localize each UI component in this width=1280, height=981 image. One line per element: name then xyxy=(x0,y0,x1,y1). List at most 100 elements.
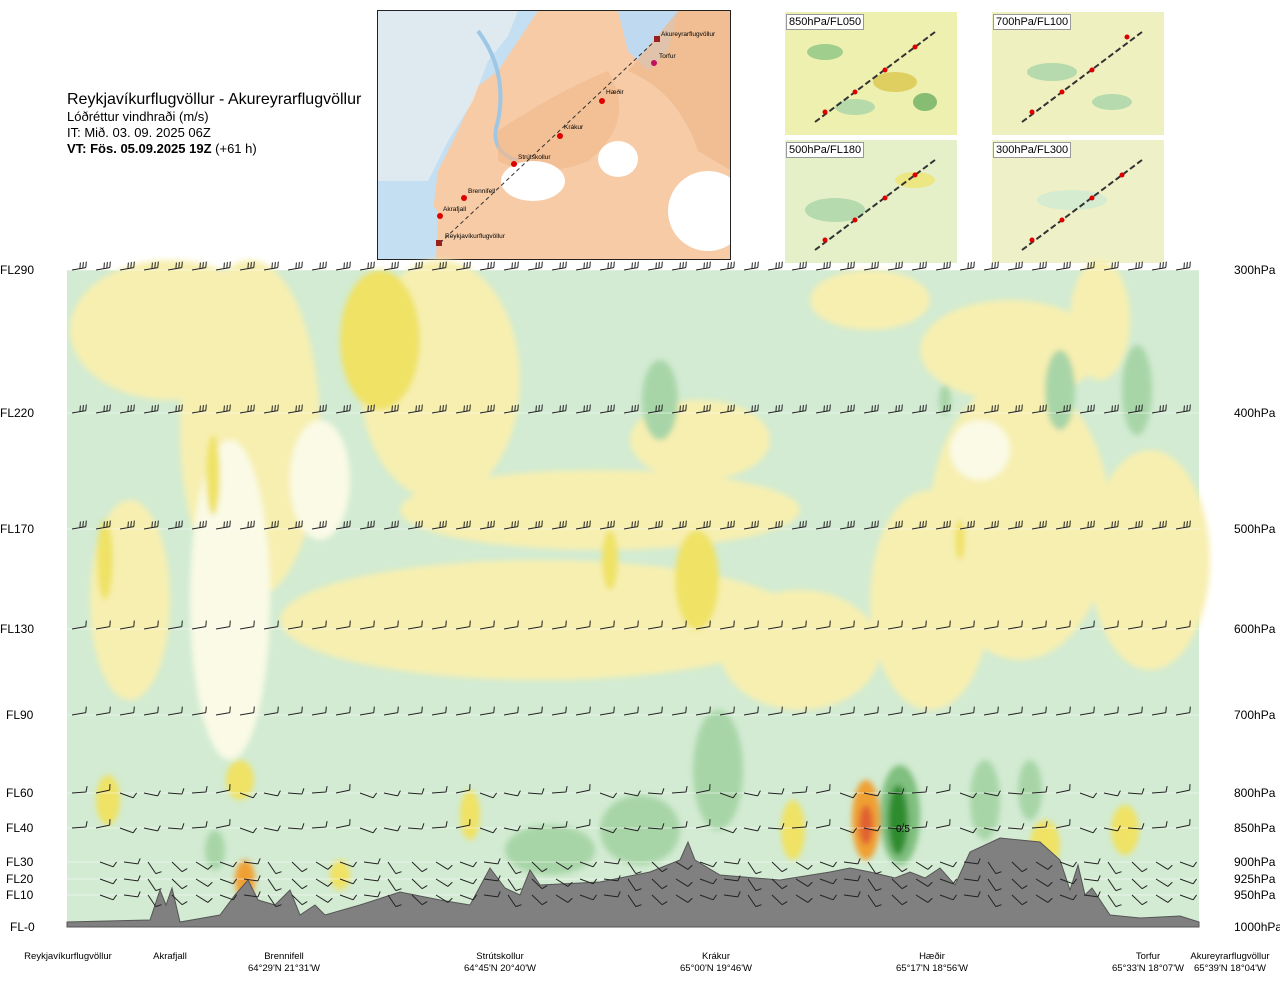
velocity-cell xyxy=(340,270,420,410)
wind-barb xyxy=(119,706,135,716)
wind-barb xyxy=(647,823,665,830)
wind-barb xyxy=(507,878,522,892)
wind-barb xyxy=(743,706,759,716)
wind-barb xyxy=(743,261,759,271)
wind-barb xyxy=(695,784,711,794)
wind-barb xyxy=(71,520,87,530)
wind-barb xyxy=(191,261,207,271)
wind-barb xyxy=(191,520,207,530)
wind-barb xyxy=(959,520,975,530)
wind-barb xyxy=(455,706,471,716)
wind-barb xyxy=(671,786,688,794)
station-coord: 65°17'N 18°56'W xyxy=(896,963,968,974)
wind-barb xyxy=(867,894,882,908)
wind-barb xyxy=(239,404,255,414)
wind-barb xyxy=(987,894,1002,908)
wind-barb xyxy=(335,404,351,414)
velocity-cell xyxy=(97,520,113,600)
wind-barb xyxy=(747,861,762,875)
wind-barb xyxy=(195,878,213,887)
wind-barb xyxy=(287,404,303,414)
wind-barb xyxy=(935,819,951,829)
wind-barb xyxy=(1179,861,1198,868)
velocity-cell xyxy=(781,800,805,860)
wind-barb xyxy=(503,825,521,832)
wind-barb xyxy=(191,404,207,414)
velocity-cell xyxy=(400,470,800,550)
wind-barb xyxy=(363,858,381,865)
wind-barb xyxy=(311,620,327,630)
wind-barb xyxy=(815,261,831,271)
wind-barb xyxy=(1103,790,1121,797)
wind-barb xyxy=(695,706,711,716)
map-marker-akrafjall xyxy=(437,213,443,219)
velocity-cell xyxy=(505,825,595,875)
wind-barb xyxy=(219,878,238,885)
wind-barb xyxy=(383,620,399,630)
wind-barb xyxy=(1055,620,1071,630)
wind-barb xyxy=(267,878,282,892)
wind-barb xyxy=(867,878,882,892)
wind-barb xyxy=(387,894,402,908)
minimap-850-label: 850hPa/FL050 xyxy=(786,14,865,30)
wind-barb xyxy=(219,861,238,868)
wind-barb xyxy=(411,861,428,873)
wind-barb xyxy=(287,788,305,795)
wind-barb xyxy=(215,261,231,271)
wind-barb xyxy=(551,404,567,414)
wind-barb xyxy=(431,261,447,271)
station-coord: 65°33'N 18°07'W xyxy=(1112,963,1184,974)
wind-barb xyxy=(527,788,545,795)
wind-barb xyxy=(435,878,453,887)
wind-barb xyxy=(791,620,807,630)
wind-barb xyxy=(863,790,881,797)
wind-barb xyxy=(383,404,399,414)
map-marker-torfur xyxy=(651,60,657,66)
field-annotation: 0.5 xyxy=(896,824,910,835)
station-label: Torfur 65°33'N 18°07'W xyxy=(1112,951,1184,975)
wind-barb xyxy=(1079,706,1095,716)
wind-barb xyxy=(455,520,471,530)
wind-barb xyxy=(335,784,351,794)
wind-barb xyxy=(719,520,735,530)
wind-barb xyxy=(99,878,118,885)
wind-barb xyxy=(963,891,981,898)
wind-barb xyxy=(479,827,498,834)
wind-barb xyxy=(507,894,522,908)
wind-barb xyxy=(363,891,381,898)
wind-barb xyxy=(983,620,999,630)
wind-barb xyxy=(983,404,999,414)
wind-barb xyxy=(431,520,447,530)
map-marker-krakur xyxy=(557,133,563,139)
chart-header: Reykjavíkurflugvöllur - Akureyrarflugvöl… xyxy=(67,90,361,157)
wind-barb xyxy=(1175,261,1191,271)
velocity-cell xyxy=(602,530,618,590)
wind-barb xyxy=(695,819,711,829)
wind-barb xyxy=(743,825,761,832)
wind-barb xyxy=(95,819,111,829)
route-map-svg: Akureyrarflugvöllur Torfur Hæðir Krákur … xyxy=(378,11,730,259)
wind-barb xyxy=(887,404,903,414)
wind-barb xyxy=(483,875,501,882)
wind-barb xyxy=(407,404,423,414)
wind-barb xyxy=(1127,404,1143,414)
wind-barb xyxy=(675,861,693,870)
wind-barb xyxy=(647,706,663,716)
wind-barb xyxy=(983,706,999,716)
wind-barb xyxy=(603,858,621,865)
wind-barb xyxy=(863,404,879,414)
wind-barb xyxy=(95,261,111,271)
wind-barb xyxy=(267,861,282,875)
wind-barb xyxy=(815,620,831,630)
wind-barb xyxy=(335,261,351,271)
wind-barb xyxy=(1079,261,1095,271)
wind-barb xyxy=(435,894,453,903)
wind-barb xyxy=(911,786,928,794)
wind-barb xyxy=(815,706,831,716)
wind-barb xyxy=(771,894,788,906)
wind-barb xyxy=(791,821,808,829)
wind-barb xyxy=(171,894,188,906)
wind-barb xyxy=(887,620,903,630)
wind-barb xyxy=(1031,261,1047,271)
